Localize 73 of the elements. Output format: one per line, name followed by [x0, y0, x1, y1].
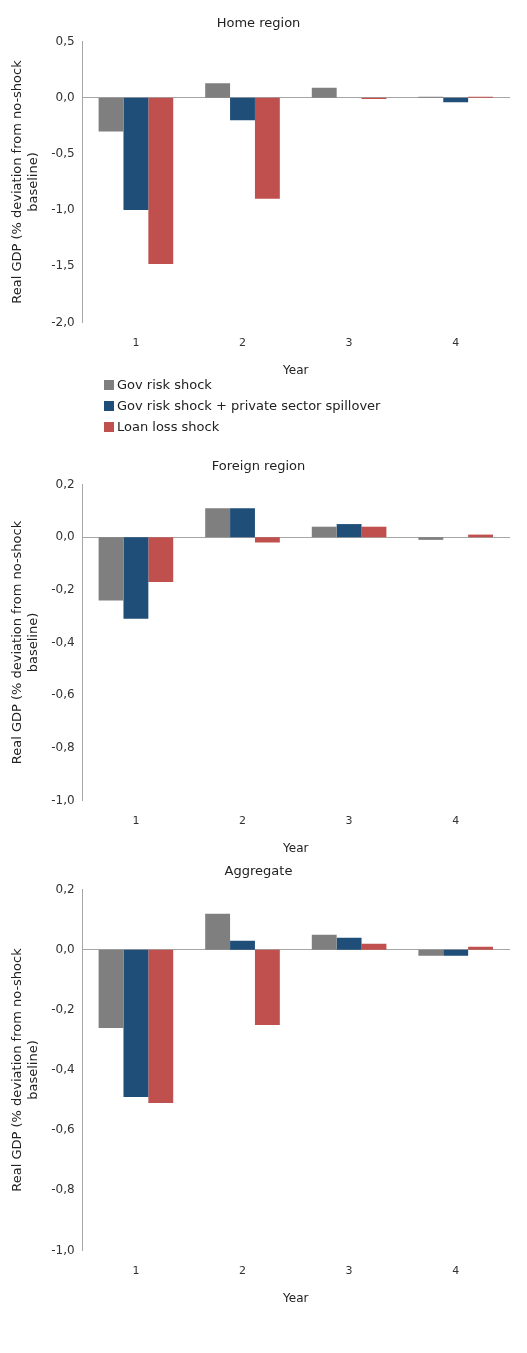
- y-tick-label: -0,5: [51, 146, 75, 161]
- x-axis-title: Year: [282, 840, 309, 855]
- bar: [230, 508, 255, 538]
- bar: [254, 97, 280, 199]
- y-tick-label: 0,5: [55, 33, 75, 48]
- bar: [123, 949, 149, 1098]
- y-axis-title: Real GDP (% deviation from no-shock baseline): [9, 947, 40, 1192]
- bar: [148, 537, 174, 582]
- x-tick-label: 3: [345, 1263, 353, 1277]
- x-tick-label: 3: [345, 335, 353, 349]
- bar: [123, 97, 149, 211]
- y-tick-label: 0,0: [55, 89, 75, 104]
- bar: [311, 526, 337, 538]
- bar: [148, 97, 174, 264]
- y-tick-label: -1,0: [51, 1242, 75, 1257]
- chart-title: Aggregate: [224, 863, 293, 879]
- y-tick-label: -0,8: [51, 739, 75, 754]
- x-axis-title: Year: [282, 1290, 309, 1305]
- y-tick-label: -0,4: [51, 634, 75, 649]
- legend-label: Loan loss shock: [117, 419, 220, 434]
- y-axis-title: Real GDP (% deviation from no-shock baseline): [9, 59, 40, 304]
- chart-title: Home region: [216, 15, 301, 31]
- bar: [254, 949, 280, 1025]
- x-tick-label: 1: [132, 813, 140, 827]
- y-tick-label: -0,6: [51, 687, 75, 702]
- bar: [361, 526, 387, 538]
- bar: [98, 537, 124, 601]
- bar: [98, 949, 124, 1028]
- bar: [98, 97, 124, 132]
- y-tick-label: 0,2: [55, 881, 75, 896]
- bar: [148, 949, 174, 1104]
- bar: [123, 537, 149, 619]
- y-tick-label: -0,2: [51, 581, 75, 596]
- x-tick-label: 4: [452, 1263, 460, 1277]
- y-axis-title: Real GDP (% deviation from no-shock baseline): [9, 520, 40, 765]
- y-tick-label: -0,4: [51, 1062, 75, 1077]
- bar: [205, 83, 231, 98]
- legend-label: Gov risk shock: [117, 377, 212, 392]
- y-tick-label: 0,0: [55, 529, 75, 544]
- y-tick-label: -1,0: [51, 202, 75, 217]
- bar: [418, 949, 444, 956]
- bar: [311, 87, 337, 98]
- x-tick-label: 2: [239, 335, 247, 349]
- y-tick-label: -1,0: [51, 792, 75, 807]
- y-tick-label: -2,0: [51, 314, 75, 329]
- chart-title: Foreign region: [211, 458, 306, 474]
- x-tick-label: 2: [239, 813, 247, 827]
- bar: [336, 937, 362, 950]
- bar: [205, 913, 231, 950]
- bar: [311, 934, 337, 950]
- y-tick-label: -0,2: [51, 1001, 75, 1016]
- x-tick-label: 4: [452, 813, 460, 827]
- x-tick-label: 1: [132, 335, 140, 349]
- x-tick-label: 3: [345, 813, 353, 827]
- y-tick-label: 0,0: [55, 941, 75, 956]
- legend-label: Gov risk shock + private sector spillover: [117, 398, 381, 413]
- x-tick-label: 4: [452, 335, 460, 349]
- x-tick-label: 2: [239, 1263, 247, 1277]
- y-tick-label: -0,6: [51, 1122, 75, 1137]
- bar: [336, 524, 362, 538]
- y-tick-label: 0,2: [55, 476, 75, 491]
- x-tick-label: 1: [132, 1263, 140, 1277]
- bar: [254, 537, 280, 543]
- y-tick-label: -1,5: [51, 258, 75, 273]
- x-axis-title: Year: [282, 362, 309, 377]
- y-tick-label: -0,8: [51, 1182, 75, 1197]
- bar: [443, 949, 469, 956]
- bar: [361, 943, 387, 950]
- bar: [468, 946, 494, 950]
- bar: [230, 97, 255, 121]
- bar: [205, 508, 231, 538]
- bar: [418, 537, 444, 540]
- bar: [230, 940, 255, 950]
